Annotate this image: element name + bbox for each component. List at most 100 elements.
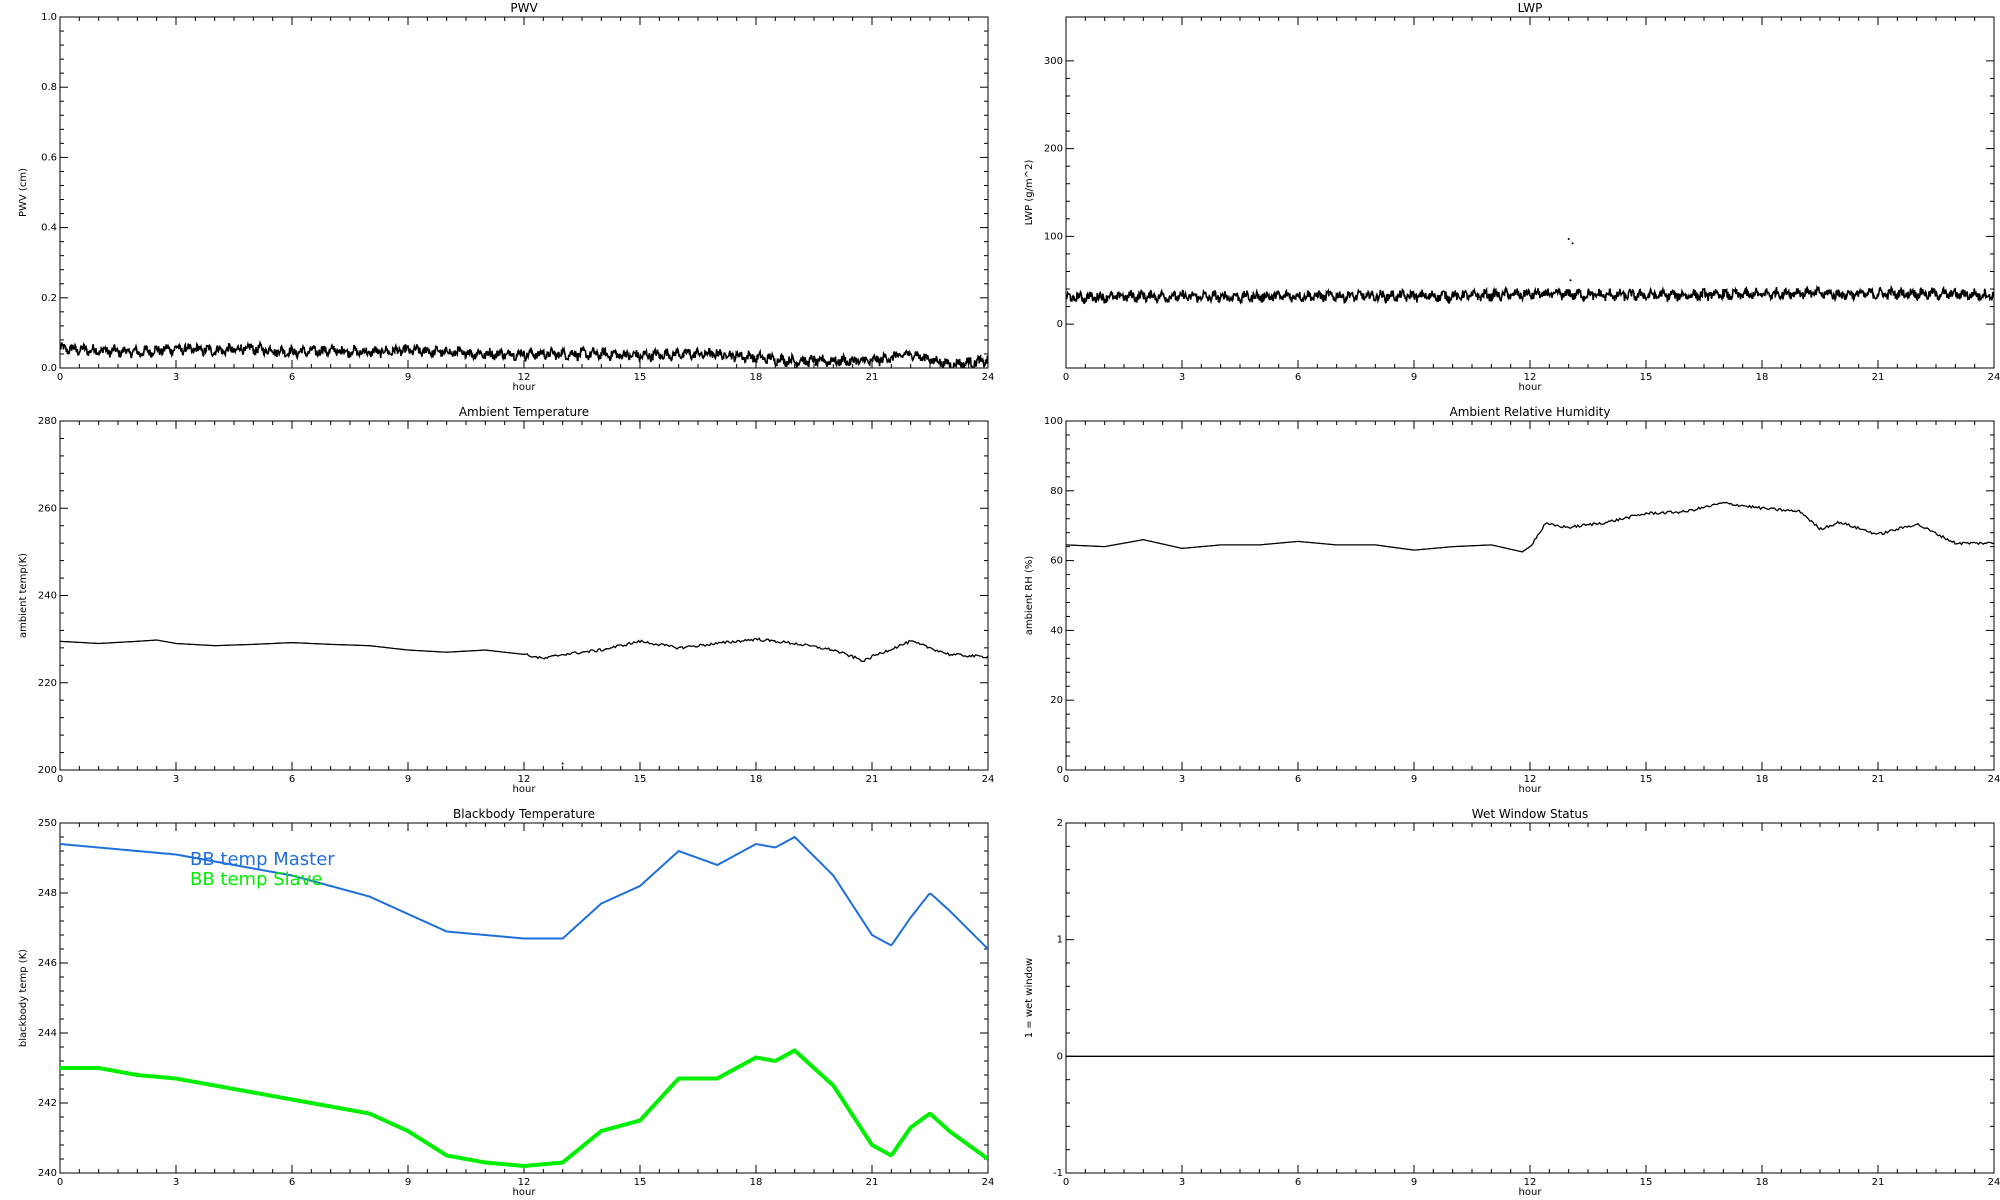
- x-tick-label: 24: [982, 774, 995, 785]
- y-tick-label: 0.0: [41, 363, 57, 374]
- y-tick-label: 40: [1050, 625, 1063, 636]
- x-tick-label: 3: [1179, 372, 1185, 383]
- x-tick-label: 21: [866, 774, 879, 785]
- y-axis-label: 1 = wet window: [1024, 958, 1035, 1038]
- x-tick-label: 0: [1063, 372, 1069, 383]
- x-tick-label: 6: [289, 372, 295, 383]
- x-axis-label: hour: [513, 1187, 537, 1198]
- chart-panel-pwv: PWV 0 3 6 9 12 15 18 21 24 0.0 0.2 0.4 0.6 0.8 1.0 hour P…: [18, 1, 994, 393]
- x-tick-label: 18: [750, 372, 763, 383]
- x-tick-label: 12: [1524, 1177, 1537, 1188]
- y-axis-label: PWV (cm): [18, 168, 29, 217]
- y-tick-label: 0.4: [41, 223, 57, 234]
- y-tick-label: 80: [1050, 486, 1063, 497]
- x-tick-label: 15: [634, 774, 647, 785]
- x-axis-label: hour: [1519, 1187, 1543, 1198]
- x-tick-label: 0: [57, 1177, 63, 1188]
- y-tick-label: 0.2: [41, 293, 57, 304]
- outlier-point: [561, 762, 564, 765]
- y-tick-label: 244: [38, 1028, 57, 1039]
- series-line-ambient_rh: [1066, 501, 1994, 553]
- x-tick-label: 15: [634, 1177, 647, 1188]
- x-tick-label: 24: [982, 372, 995, 383]
- x-tick-label: 18: [750, 1177, 763, 1188]
- y-tick-label: 0.6: [41, 152, 57, 163]
- x-tick-label: 12: [1524, 774, 1537, 785]
- x-tick-label: 3: [173, 372, 179, 383]
- x-tick-label: 3: [1179, 774, 1185, 785]
- chart-title: Blackbody Temperature: [453, 807, 595, 821]
- chart-title: LWP: [1518, 1, 1543, 15]
- x-tick-label: 0: [1063, 1177, 1069, 1188]
- x-tick-label: 21: [1872, 774, 1885, 785]
- x-tick-label: 9: [405, 774, 411, 785]
- chart-title: Ambient Relative Humidity: [1450, 405, 1611, 419]
- x-tick-label: 9: [1411, 1177, 1417, 1188]
- series-line-ambient_temp: [60, 637, 988, 663]
- outlier-point: [1571, 242, 1574, 245]
- chart-title: Ambient Temperature: [459, 405, 589, 419]
- y-tick-label: 0: [1057, 765, 1063, 776]
- y-tick-label: 1.0: [41, 12, 57, 23]
- x-tick-label: 0: [1063, 774, 1069, 785]
- y-axis-label: ambient temp(K): [18, 553, 29, 638]
- y-tick-label: -1: [1053, 1168, 1063, 1179]
- outlier-point: [1567, 238, 1570, 241]
- x-tick-label: 24: [982, 1177, 995, 1188]
- x-tick-label: 6: [1295, 1177, 1301, 1188]
- x-tick-label: 18: [1756, 1177, 1769, 1188]
- x-tick-label: 3: [1179, 1177, 1185, 1188]
- x-tick-label: 24: [1988, 774, 2000, 785]
- y-tick-label: 200: [38, 765, 57, 776]
- y-tick-label: 20: [1050, 695, 1063, 706]
- y-tick-label: 2: [1057, 818, 1063, 829]
- chart-panel-ambient_rh: Ambient Relative Humidity 0 3 6 9 12 15 18 21 24 0…: [1024, 405, 2000, 795]
- x-tick-label: 18: [750, 774, 763, 785]
- x-tick-label: 15: [1640, 774, 1653, 785]
- x-tick-label: 12: [1524, 372, 1537, 383]
- x-tick-label: 24: [1988, 372, 2000, 383]
- y-tick-label: 1: [1057, 935, 1063, 946]
- series-line-bb-temp-master: [60, 835, 988, 950]
- x-tick-label: 21: [1872, 372, 1885, 383]
- outlier-point: [1569, 279, 1572, 282]
- legend-entry: BB temp Master: [190, 849, 335, 870]
- x-tick-label: 12: [518, 774, 531, 785]
- y-tick-label: 100: [1044, 416, 1063, 427]
- x-tick-label: 6: [289, 774, 295, 785]
- x-tick-label: 6: [1295, 372, 1301, 383]
- x-tick-label: 18: [1756, 372, 1769, 383]
- y-tick-label: 200: [1044, 144, 1063, 155]
- x-tick-label: 21: [866, 372, 879, 383]
- y-tick-label: 0: [1057, 1051, 1063, 1062]
- series-line-lwp: [1066, 284, 1994, 305]
- y-tick-label: 60: [1050, 556, 1063, 567]
- series-line-pwv: [60, 339, 988, 368]
- x-tick-label: 18: [1756, 774, 1769, 785]
- y-tick-label: 0.8: [41, 82, 57, 93]
- legend-entry: BB temp Slave: [190, 869, 322, 890]
- series-line-bb-temp-slave: [60, 1048, 988, 1169]
- y-tick-label: 280: [38, 416, 57, 427]
- x-tick-label: 0: [57, 774, 63, 785]
- x-tick-label: 9: [405, 1177, 411, 1188]
- y-tick-label: 0: [1057, 319, 1063, 330]
- y-tick-label: 260: [38, 503, 57, 514]
- x-tick-label: 9: [405, 372, 411, 383]
- x-axis-label: hour: [1519, 382, 1543, 393]
- y-tick-label: 240: [38, 1168, 57, 1179]
- y-axis-label: ambient RH (%): [1024, 556, 1035, 636]
- x-tick-label: 15: [634, 372, 647, 383]
- chart-title: Wet Window Status: [1472, 807, 1588, 821]
- chart-panel-lwp: LWP 0 3 6 9 12 15 18 21 24 0 100 200 300 hour LWP (g/m^…: [1024, 1, 2000, 393]
- x-tick-label: 3: [173, 774, 179, 785]
- x-tick-label: 24: [1988, 1177, 2000, 1188]
- y-tick-label: 246: [38, 958, 57, 969]
- x-tick-label: 3: [173, 1177, 179, 1188]
- y-tick-label: 248: [38, 888, 57, 899]
- x-axis-label: hour: [513, 784, 537, 795]
